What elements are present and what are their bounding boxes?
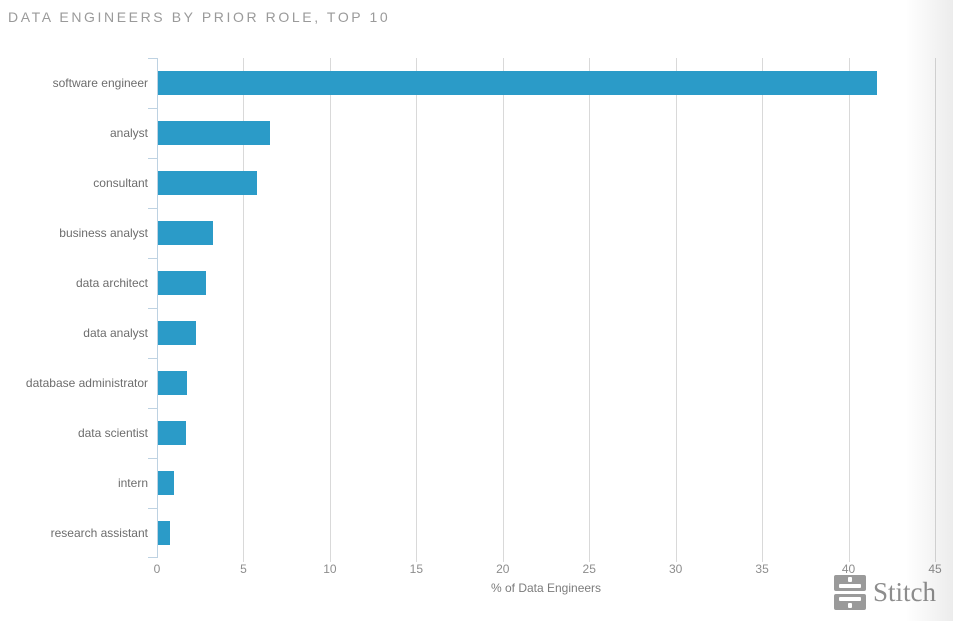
category-label-data-analyst: data analyst [83,326,148,340]
gridline-x-20 [502,58,504,562]
category-label-intern: intern [117,476,148,490]
y-axis-line [157,58,158,558]
category-label-database-administrator: database administrator [25,376,148,390]
y-axis-tick [148,208,157,209]
x-tick-label: 15 [409,562,423,576]
x-tick-label: 40 [841,562,856,576]
bar-business-analyst [158,221,214,245]
gridline-x-35 [762,58,764,562]
plot-area [148,58,936,562]
category-label-data-architect: data architect [75,276,148,290]
gridline-x-45 [935,58,936,562]
bar-analyst [158,121,271,145]
y-axis-tick [148,408,157,409]
y-axis-tick [148,308,157,309]
y-axis-tick [148,458,157,459]
gridline-x-40 [848,58,850,562]
bar-data-scientist [158,421,186,445]
logo-stripe-bottom [838,597,861,601]
y-axis-tick [148,557,157,558]
bar-data-analyst [158,321,197,345]
category-label-consultant: consultant [93,176,148,190]
category-label-research-assistant: research assistant [50,526,148,540]
y-axis-tick [148,358,157,359]
bar-research-assistant [158,521,171,545]
gridline-x-15 [416,58,418,562]
x-axis-title: % of Data Engineers [490,581,602,595]
category-label-software-engineer: software engineer [52,76,148,90]
chart-title: DATA ENGINEERS BY PRIOR ROLE, TOP 10 [8,9,391,25]
gridline-x-5 [243,58,245,562]
category-label-analyst: analyst [109,126,148,140]
gridline-x-25 [589,58,591,562]
x-tick-label: 30 [668,562,683,576]
stitch-logo: Stitch [833,575,936,610]
y-axis-tick [148,508,157,509]
bar-consultant [158,171,257,195]
x-tick-label: 0 [153,562,161,576]
x-tick-label: 20 [496,562,510,576]
y-axis-tick [148,158,157,159]
y-axis-tick [148,58,157,59]
x-tick-label: 5 [240,562,247,576]
logo-stripe-top [838,584,861,588]
x-tick-label: 45 [928,562,942,576]
logo-dot-bottom [847,603,852,608]
stitch-logo-text: Stitch [872,577,936,607]
gridline-x-30 [675,58,677,562]
x-tick-label: 10 [323,562,337,576]
x-tick-label: 25 [582,562,596,576]
gridline-x-10 [329,58,331,562]
logo-dot-top [847,577,852,582]
stitch-logo-icon [833,575,866,610]
x-tick-label: 35 [755,562,769,576]
bar-software-engineer [158,71,878,95]
bar-database-administrator [158,371,188,395]
category-label-data-scientist: data scientist [77,426,148,440]
bar-intern [158,471,174,495]
bar-data-architect [158,271,207,295]
y-axis-tick [148,108,157,109]
y-axis-tick [148,258,157,259]
category-label-business-analyst: business analyst [59,226,148,240]
